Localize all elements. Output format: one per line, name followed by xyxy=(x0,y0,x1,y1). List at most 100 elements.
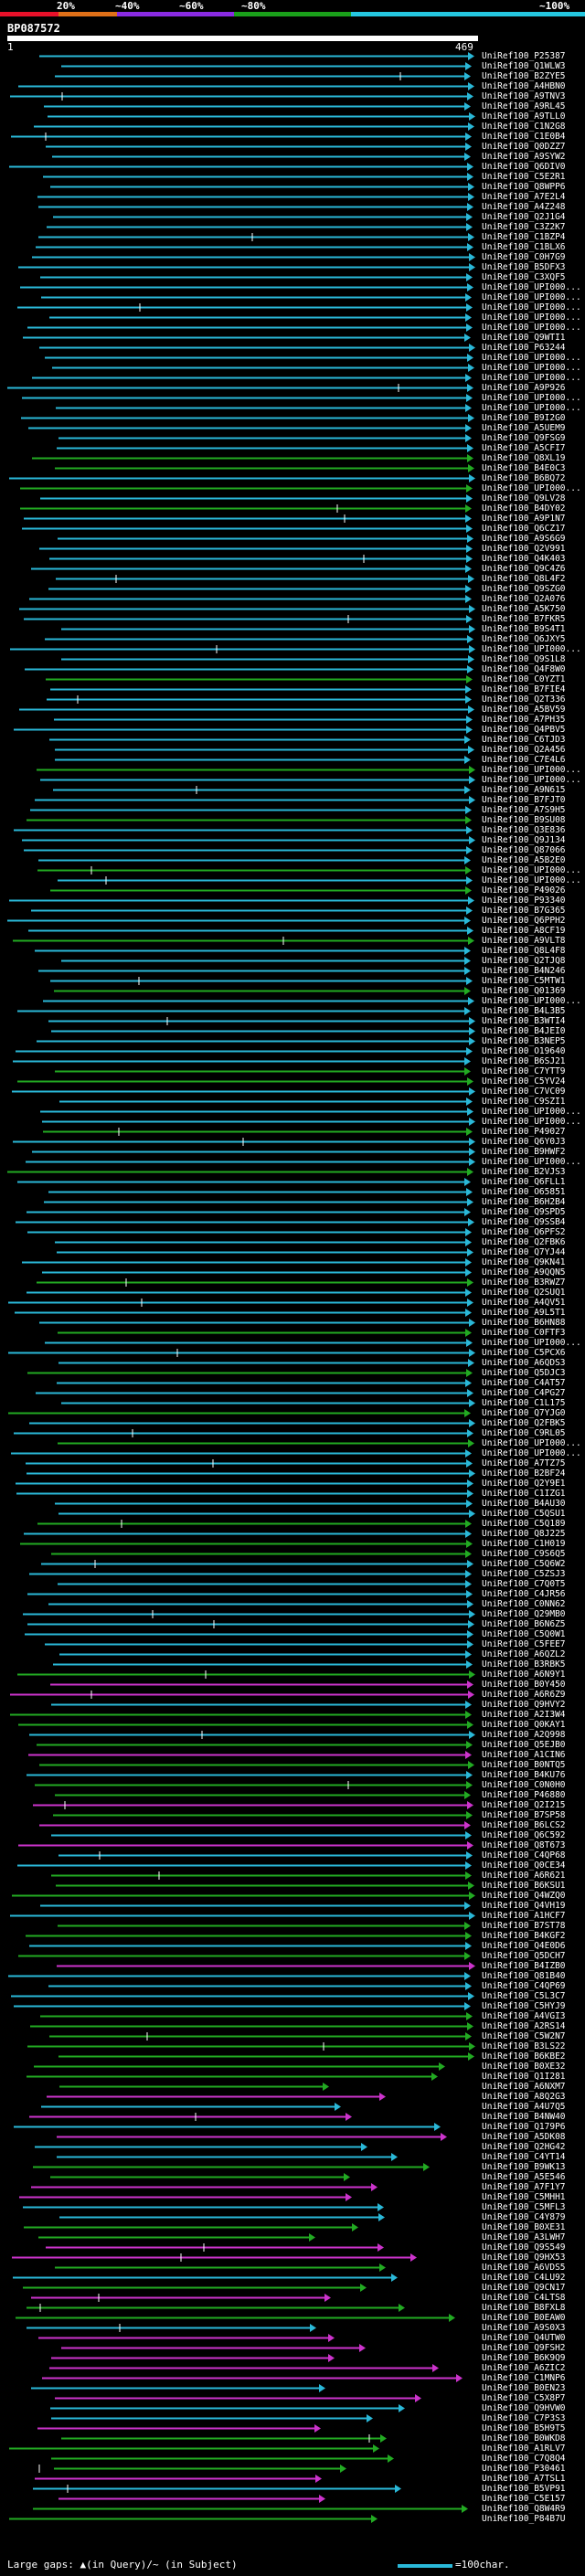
hit-link[interactable]: UniRef100_A9TNV3 xyxy=(482,91,566,101)
hit-link[interactable]: UniRef100_UPI000... xyxy=(482,363,581,373)
hit-link[interactable]: UniRef100_C5HYJ9 xyxy=(482,2001,566,2011)
hit-link[interactable]: UniRef100_B4JEI0 xyxy=(482,1026,566,1036)
hit-link[interactable]: UniRef100_Q4PBV5 xyxy=(482,725,566,735)
hit-link[interactable]: UniRef100_A4VGI3 xyxy=(482,2011,566,2021)
hit-link[interactable]: UniRef100_C5W2N7 xyxy=(482,2031,566,2041)
hit-link[interactable]: UniRef100_B4AU30 xyxy=(482,1499,566,1509)
hit-link[interactable]: UniRef100_B7FIE4 xyxy=(482,684,566,694)
hit-link[interactable]: UniRef100_Q6Y0J3 xyxy=(482,1137,566,1147)
hit-link[interactable]: UniRef100_C1MNP6 xyxy=(482,2373,566,2383)
hit-link[interactable]: UniRef100_C1L175 xyxy=(482,1398,566,1408)
hit-link[interactable]: UniRef100_A5E546 xyxy=(482,2172,566,2182)
hit-link[interactable]: UniRef100_B3RBK5 xyxy=(482,1659,566,1670)
hit-link[interactable]: UniRef100_A9SYW2 xyxy=(482,152,566,162)
hit-link[interactable]: UniRef100_Q87066 xyxy=(482,845,566,855)
hit-link[interactable]: UniRef100_Q7YJG0 xyxy=(482,1408,566,1418)
hit-link[interactable]: UniRef100_C7P3S3 xyxy=(482,2413,566,2423)
hit-link[interactable]: UniRef100_A2RS14 xyxy=(482,2021,566,2031)
hit-link[interactable]: UniRef100_Q3E836 xyxy=(482,825,566,835)
hit-link[interactable]: UniRef100_B7ST78 xyxy=(482,1921,566,1931)
hit-link[interactable]: UniRef100_B3NEP5 xyxy=(482,1036,566,1046)
hit-link[interactable]: UniRef100_UPI000... xyxy=(482,1448,581,1458)
hit-link[interactable]: UniRef100_C5E2R1 xyxy=(482,172,566,182)
hit-link[interactable]: UniRef100_Q9J134 xyxy=(482,835,566,845)
hit-link[interactable]: UniRef100_B4KU76 xyxy=(482,1770,566,1780)
hit-link[interactable]: UniRef100_Q2J1G4 xyxy=(482,212,566,222)
hit-link[interactable]: UniRef100_A7F1Y7 xyxy=(482,2182,566,2192)
hit-link[interactable]: UniRef100_B0EN23 xyxy=(482,2383,566,2393)
hit-link[interactable]: UniRef100_A9TLL0 xyxy=(482,111,566,122)
hit-link[interactable]: UniRef100_UPI000... xyxy=(482,1107,581,1117)
hit-link[interactable]: UniRef100_Q2SUQ1 xyxy=(482,1288,566,1298)
hit-link[interactable]: UniRef100_B5H9T5 xyxy=(482,2423,566,2433)
hit-link[interactable]: UniRef100_C4JR56 xyxy=(482,1589,566,1599)
hit-link[interactable]: UniRef100_UPI000... xyxy=(482,1117,581,1127)
hit-link[interactable]: UniRef100_Q2A076 xyxy=(482,594,566,604)
hit-link[interactable]: UniRef100_A9S6G9 xyxy=(482,534,566,544)
hit-link[interactable]: UniRef100_A6VDS5 xyxy=(482,2263,566,2273)
hit-link[interactable]: UniRef100_A9QQN5 xyxy=(482,1267,566,1277)
hit-link[interactable]: UniRef100_A5UEM9 xyxy=(482,423,566,433)
hit-link[interactable]: UniRef100_B4IZB0 xyxy=(482,1961,566,1971)
hit-link[interactable]: UniRef100_Q9SSB4 xyxy=(482,1217,566,1227)
hit-link[interactable]: UniRef100_C9SZI1 xyxy=(482,1097,566,1107)
hit-link[interactable]: UniRef100_B0WKD8 xyxy=(482,2433,566,2443)
hit-link[interactable]: UniRef100_Q2A456 xyxy=(482,745,566,755)
hit-link[interactable]: UniRef100_C1E0B4 xyxy=(482,132,566,142)
hit-link[interactable]: UniRef100_O19640 xyxy=(482,1046,566,1056)
hit-link[interactable]: UniRef100_P30461 xyxy=(482,2464,566,2474)
hit-link[interactable]: UniRef100_UPI000... xyxy=(482,353,581,363)
hit-link[interactable]: UniRef100_Q2I215 xyxy=(482,1800,566,1810)
hit-link[interactable]: UniRef100_B0NTQ5 xyxy=(482,1760,566,1770)
hit-link[interactable]: UniRef100_A1HCF7 xyxy=(482,1911,566,1921)
hit-link[interactable]: UniRef100_Q9S549 xyxy=(482,2242,566,2253)
hit-link[interactable]: UniRef100_C5Q189 xyxy=(482,1519,566,1529)
hit-link[interactable]: UniRef100_Q2TJQ8 xyxy=(482,956,566,966)
hit-link[interactable]: UniRef100_A6QDS3 xyxy=(482,1358,566,1368)
hit-link[interactable]: UniRef100_Q2HG42 xyxy=(482,2142,566,2152)
hit-link[interactable]: UniRef100_A9L5T1 xyxy=(482,1308,566,1318)
hit-link[interactable]: UniRef100_B8FXL8 xyxy=(482,2303,566,2313)
hit-link[interactable]: UniRef100_P63244 xyxy=(482,343,566,353)
hit-link[interactable]: UniRef100_A5CFI7 xyxy=(482,443,566,453)
hit-link[interactable]: UniRef100_A9N615 xyxy=(482,785,566,795)
hit-link[interactable]: UniRef100_A6ZIC2 xyxy=(482,2363,566,2373)
hit-link[interactable]: UniRef100_Q2FBK5 xyxy=(482,1418,566,1428)
hit-link[interactable]: UniRef100_A7TSL1 xyxy=(482,2474,566,2484)
hit-link[interactable]: UniRef100_Q9SPD5 xyxy=(482,1207,566,1217)
hit-link[interactable]: UniRef100_A2I3W4 xyxy=(482,1710,566,1720)
hit-link[interactable]: UniRef100_Q8L4F2 xyxy=(482,574,566,584)
hit-link[interactable]: UniRef100_B5DFX3 xyxy=(482,262,566,272)
hit-link[interactable]: UniRef100_Q1WLW3 xyxy=(482,61,566,71)
hit-link[interactable]: UniRef100_A5BV59 xyxy=(482,705,566,715)
hit-link[interactable]: UniRef100_C4QP68 xyxy=(482,1850,566,1860)
hit-link[interactable]: UniRef100_UPI000... xyxy=(482,403,581,413)
hit-link[interactable]: UniRef100_Q9LV28 xyxy=(482,493,566,504)
hit-link[interactable]: UniRef100_B4NW40 xyxy=(482,2112,566,2122)
hit-link[interactable]: UniRef100_C4Y879 xyxy=(482,2212,566,2222)
hit-link[interactable]: UniRef100_C1N2G8 xyxy=(482,122,566,132)
hit-link[interactable]: UniRef100_Q9FSH2 xyxy=(482,2343,566,2353)
hit-link[interactable]: UniRef100_C5X8P7 xyxy=(482,2393,566,2403)
hit-link[interactable]: UniRef100_UPI000... xyxy=(482,292,581,302)
hit-link[interactable]: UniRef100_C0YZT1 xyxy=(482,674,566,684)
hit-link[interactable]: UniRef100_Q9KN41 xyxy=(482,1257,566,1267)
hit-link[interactable]: UniRef100_C5QSU1 xyxy=(482,1509,566,1519)
hit-link[interactable]: UniRef100_Q6FLL1 xyxy=(482,1177,566,1187)
hit-link[interactable]: UniRef100_C6TJD3 xyxy=(482,735,566,745)
hit-link[interactable]: UniRef100_P49026 xyxy=(482,885,566,896)
hit-link[interactable]: UniRef100_B6H2B4 xyxy=(482,1197,566,1207)
hit-link[interactable]: UniRef100_C1IZG1 xyxy=(482,1489,566,1499)
hit-link[interactable]: UniRef100_Q9C4Z6 xyxy=(482,564,566,574)
hit-link[interactable]: UniRef100_UPI000... xyxy=(482,996,581,1006)
hit-link[interactable]: UniRef100_A7S9H5 xyxy=(482,805,566,815)
hit-link[interactable]: UniRef100_C0H7G9 xyxy=(482,252,566,262)
hit-link[interactable]: UniRef100_Q5EJB0 xyxy=(482,1740,566,1750)
hit-link[interactable]: UniRef100_A6R621 xyxy=(482,1871,566,1881)
hit-link[interactable]: UniRef100_A9RL45 xyxy=(482,101,566,111)
hit-link[interactable]: UniRef100_Q6DIV0 xyxy=(482,162,566,172)
hit-link[interactable]: UniRef100_UPI000... xyxy=(482,393,581,403)
hit-link[interactable]: UniRef100_Q179P6 xyxy=(482,2122,566,2132)
hit-link[interactable]: UniRef100_C3Z2K7 xyxy=(482,222,566,232)
hit-link[interactable]: UniRef100_C4AT57 xyxy=(482,1378,566,1388)
